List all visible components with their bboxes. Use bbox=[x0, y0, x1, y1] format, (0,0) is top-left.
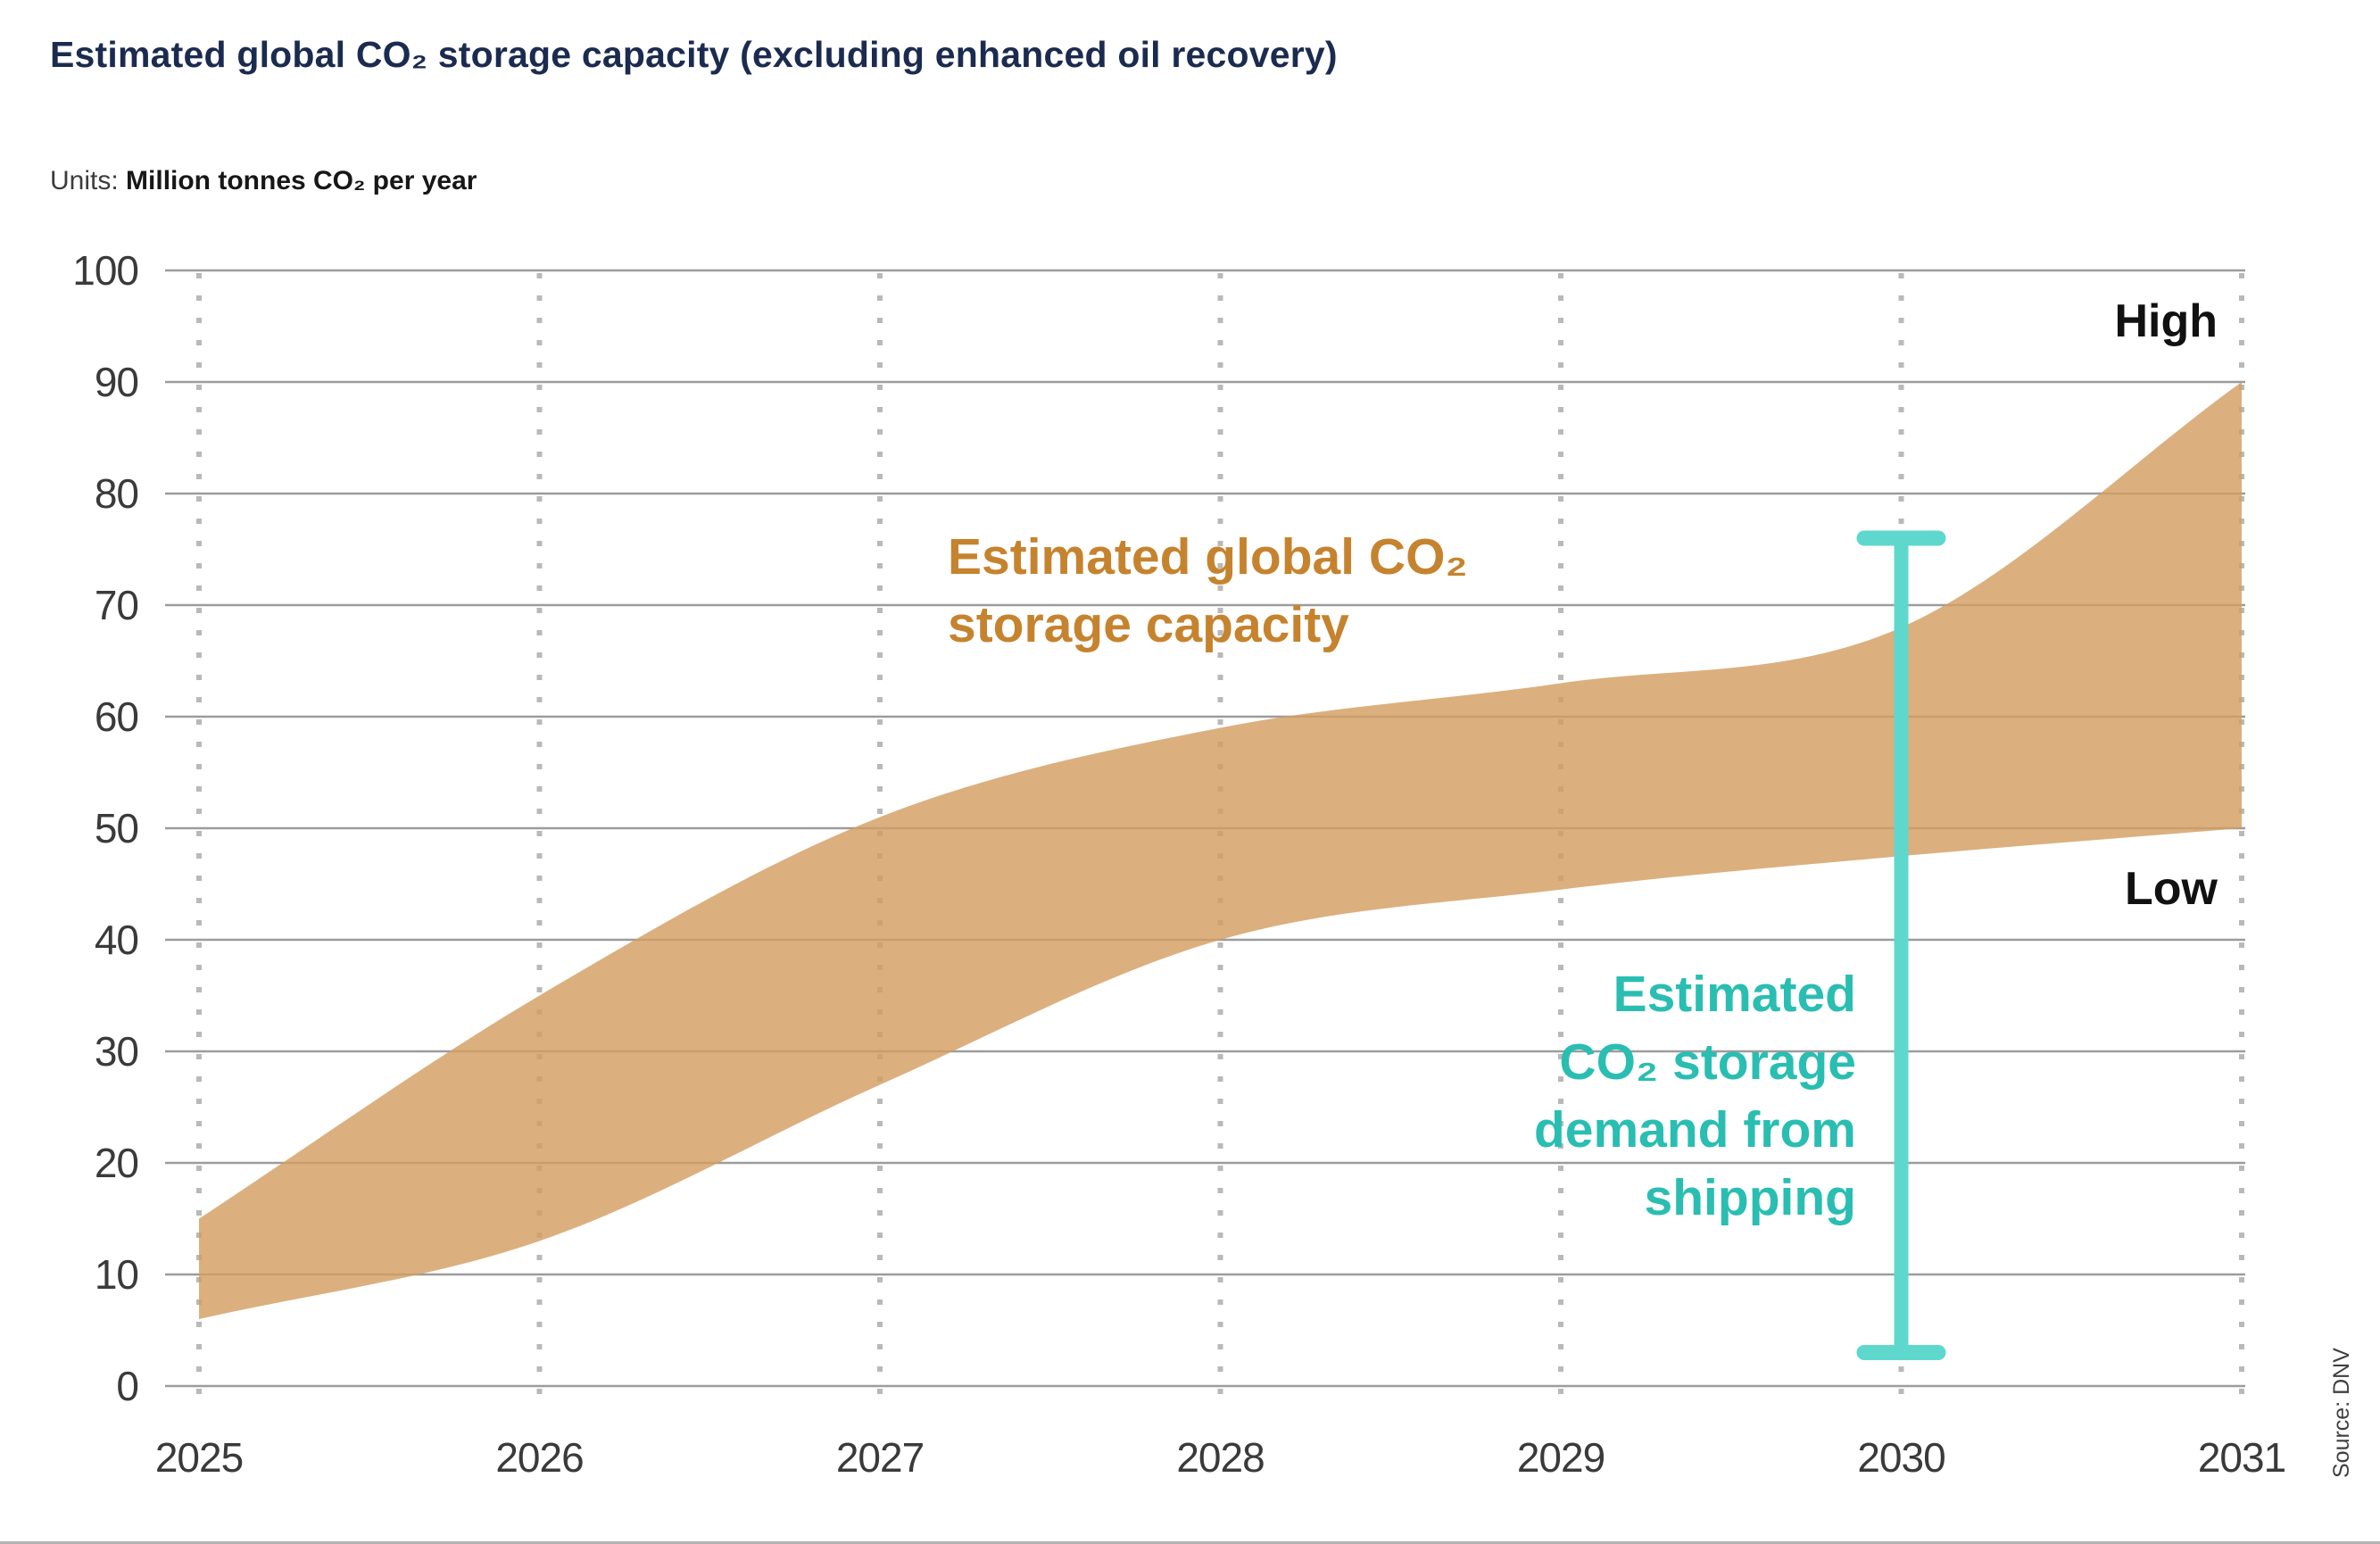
bottom-border bbox=[0, 1541, 2380, 1544]
page-title: Estimated global CO₂ storage capacity (e… bbox=[50, 34, 1338, 75]
y-tick-label: 0 bbox=[116, 1363, 139, 1409]
y-tick-label: 60 bbox=[94, 693, 139, 740]
y-tick-label: 50 bbox=[94, 805, 139, 851]
x-tick-label: 2031 bbox=[2197, 1434, 2286, 1481]
source-label: Source: DNV bbox=[2329, 1348, 2354, 1478]
error-bar-cap-top bbox=[1856, 530, 1946, 546]
y-tick-label: 30 bbox=[94, 1028, 139, 1075]
x-tick-label: 2027 bbox=[835, 1434, 925, 1481]
y-tick-label: 90 bbox=[94, 359, 139, 405]
units-value: Million tonnes CO₂ per year bbox=[126, 166, 477, 195]
y-tick-label: 80 bbox=[94, 470, 139, 517]
y-tick-label: 20 bbox=[94, 1140, 139, 1186]
units-line: Units: Million tonnes CO₂ per year bbox=[50, 166, 477, 196]
y-tick-label: 10 bbox=[94, 1251, 139, 1298]
units-label: Units: bbox=[50, 166, 119, 195]
y-tick-label: 40 bbox=[94, 917, 139, 963]
x-tick-label: 2026 bbox=[495, 1434, 584, 1481]
x-tick-label: 2028 bbox=[1176, 1434, 1265, 1481]
x-tick-label: 2029 bbox=[1516, 1434, 1605, 1481]
y-tick-label: 70 bbox=[94, 582, 139, 628]
shipping-demand-label: Estimated CO₂ storage demand from shippi… bbox=[1533, 966, 1856, 1226]
x-tick-label: 2025 bbox=[154, 1434, 244, 1481]
high-series-label: High bbox=[2114, 295, 2218, 347]
low-series-label: Low bbox=[2125, 863, 2218, 915]
error-bar-cap-bottom bbox=[1856, 1345, 1946, 1360]
capacity-band-label: Estimated global CO₂ storage capacity bbox=[948, 528, 1468, 653]
x-tick-label: 2030 bbox=[1857, 1434, 1945, 1481]
y-tick-label: 100 bbox=[72, 247, 139, 294]
capacity-band-area bbox=[199, 382, 2242, 1319]
